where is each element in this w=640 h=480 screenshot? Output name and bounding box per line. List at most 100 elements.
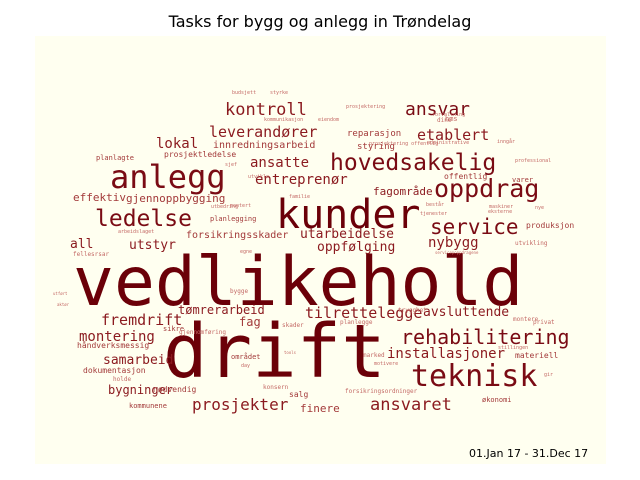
word-finere: finere <box>300 402 340 415</box>
word-leverandorer: leverandører <box>209 123 317 141</box>
word-forsikringsordninger: forsikringsordninger <box>345 388 418 395</box>
word-tilrettelegge: tilrettelegge <box>305 304 422 322</box>
word-planlegge: planlegge <box>340 319 373 326</box>
word-effektiv: effektiv <box>73 191 126 204</box>
word-ansvar: ansvar <box>405 99 470 120</box>
word-familie: familie <box>289 194 310 200</box>
word-ansvaret: ansvaret <box>370 395 452 415</box>
word-rehabilitering: rehabilitering <box>401 325 570 349</box>
word-bygninger: bygninger <box>108 383 173 397</box>
word-kommunikasjon: kommunikasjon <box>264 117 303 123</box>
word-privat: privat <box>533 319 555 326</box>
word-vedlikehold: vedlikehold <box>73 243 523 322</box>
word-stillingen: stillingen <box>498 345 528 351</box>
word-gjennoppbygging: gjennoppbygging <box>126 192 225 205</box>
word-utbedring: utbedring <box>211 204 238 210</box>
word-servicepoppdragene: servicepoppdragene <box>435 250 479 255</box>
word-montert: montert <box>230 203 251 209</box>
word-sjef: sjef <box>225 162 237 168</box>
word-nybygg: nybygg <box>428 235 479 251</box>
word-dokumentasjon: dokumentasjon <box>83 366 146 375</box>
word-teknisk: teknisk <box>411 359 537 394</box>
word-konsern: konsern <box>263 384 289 391</box>
word-eiendom: eiendom <box>318 117 339 123</box>
word-maskiner: maskiner <box>489 204 513 210</box>
word-utvikling: utvikling <box>515 240 548 247</box>
word-all: all <box>70 237 93 252</box>
word-motivere: motivere <box>374 361 398 367</box>
word-anlegg: anlegg <box>110 158 226 196</box>
word-hms: hms <box>445 115 458 123</box>
word-day: day <box>241 363 250 369</box>
figure-title: Tasks for bygg og anlegg in Trøndelag <box>168 12 472 31</box>
word-dine: dine <box>437 117 452 124</box>
word-prosjektering: prosjektering <box>346 104 385 110</box>
word-planlagte: planlagte <box>96 154 134 162</box>
word-sikre: sikre <box>163 325 184 333</box>
word-montere: montere <box>513 316 539 323</box>
word-kommunene: kommunene <box>129 402 167 410</box>
word-entreprenor: entreprenør <box>255 172 348 188</box>
word-handverksmessig: håndverksmessig <box>77 340 149 350</box>
word-materiell: materiell <box>515 351 559 360</box>
word-avsluttende: avsluttende <box>423 305 509 320</box>
word-installasjoner: installasjoner <box>387 346 505 362</box>
word-montering: montering <box>79 329 155 345</box>
word-ansatte: ansatte <box>250 155 309 171</box>
word-utstyr: utstyr <box>129 238 176 253</box>
word-drift: drift <box>163 309 386 395</box>
word-professional: professional <box>515 158 551 164</box>
word-forvaltning: forvaltning <box>432 112 465 118</box>
word-bestar: består <box>426 201 444 208</box>
word-prosjektering-offentlig: prosjektering offentlig <box>369 141 438 147</box>
word-hovedsakelig: hovedsakelig <box>330 150 496 176</box>
word-service: service <box>430 215 519 239</box>
word-holde: holde <box>113 376 131 383</box>
word-prosjektledelse: prosjektledelse <box>164 150 236 159</box>
word-nye: nye <box>535 205 544 211</box>
word-bygge: bygge <box>230 288 248 295</box>
word-marked: marked <box>363 352 385 359</box>
word-lokal: lokal <box>156 136 198 152</box>
word-gjennomforing: gjennomføring <box>179 329 226 336</box>
word-inngar: inngår <box>497 138 515 145</box>
word-kunder: kunder <box>276 192 421 238</box>
word-okonomi: økonomi <box>482 396 512 404</box>
word-offentlig: offentlig <box>444 172 488 181</box>
word-etablert: etablert <box>417 126 489 144</box>
word-reparasjon: reparasjon <box>347 129 401 139</box>
word-fag: fag <box>239 315 261 329</box>
word-aktor: aktør <box>57 302 70 307</box>
word-forsikringsskader: forsikringsskader <box>186 230 288 241</box>
word-gir: gir <box>544 372 553 378</box>
word-fagomrade: fagområde <box>373 185 433 198</box>
word-utarbeidelse: utarbeidelse <box>300 227 394 242</box>
word-salg: salg <box>289 390 308 399</box>
word-utvikle: utvikle <box>248 174 269 180</box>
date-range-label: 01.Jan 17 - 31.Dec 17 <box>469 447 589 460</box>
word-produksjon: produksjon <box>526 221 574 230</box>
word-fellesrsar: fellesrsar <box>73 251 110 258</box>
word-oppdrag: oppdrag <box>434 174 539 203</box>
word-prosjekter: prosjekter <box>192 395 289 414</box>
word-nodvendig: nødvendig <box>153 385 197 394</box>
word-skader: skader <box>282 322 304 329</box>
word-styrke: styrke <box>270 90 288 96</box>
word-tools: tools <box>284 350 297 355</box>
word-trygghet: trygghet <box>398 307 427 314</box>
word-omradet: området <box>231 352 261 361</box>
word-egne: egne <box>240 249 252 255</box>
word-arbeidslaget: arbeidslaget <box>118 229 154 235</box>
word-varer: varer <box>512 176 533 184</box>
word-planlegging: planlegging <box>210 215 256 223</box>
word-samarbeid: samarbeid <box>103 353 173 368</box>
word-administrative: administrative <box>427 140 469 146</box>
word-styring: styring <box>357 142 395 152</box>
word-fremdrift: fremdrift <box>101 311 182 329</box>
word-budsjett: budsjett <box>232 90 256 96</box>
word-kontroll: kontroll <box>225 100 307 120</box>
word-tjenester: tjenester <box>420 211 447 217</box>
word-tomrerarbeid: tømrerarbeid <box>178 303 265 317</box>
word-oppfolging: oppfølging <box>317 240 395 255</box>
